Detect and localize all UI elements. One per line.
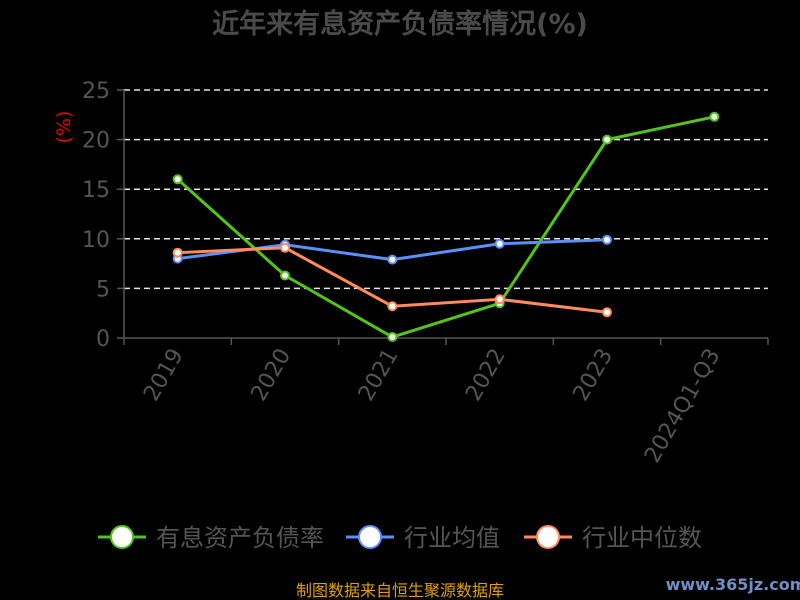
legend-swatch-marker: [110, 525, 134, 549]
legend-item-2[interactable]: 行业均值: [346, 524, 500, 552]
legend[interactable]: 有息资产负债率 行业均值 行业中位数: [98, 524, 702, 552]
y-tick-label: 5: [96, 277, 110, 302]
legend-item-3[interactable]: 行业中位数: [524, 524, 702, 552]
x-tick-label: 2022: [461, 344, 511, 405]
x-tick-label: 2020: [247, 345, 297, 406]
series-line-1: [176, 115, 715, 339]
axes: 0 5 10 15 20 25 2019 2020 2021 2022 2023 2024Q1-Q3: [82, 79, 769, 468]
y-tick-label: 25: [82, 79, 110, 104]
data-point: [602, 307, 612, 318]
data-point: [172, 174, 183, 185]
x-tick-label: 2024Q1-Q3: [640, 345, 725, 468]
y-tick-label: 20: [82, 129, 110, 154]
data-point: [709, 111, 720, 122]
data-point: [280, 242, 290, 253]
gridlines: [124, 89, 768, 290]
data-point: [494, 294, 505, 305]
data-point: [387, 301, 398, 312]
y-tick-label: 10: [82, 228, 110, 253]
legend-label: 行业均值: [404, 524, 500, 552]
data-point: [387, 332, 398, 343]
data-point: [602, 134, 612, 145]
x-tick-label: 2023: [569, 345, 619, 406]
series-lines: [172, 111, 720, 343]
chart-title: 近年来有息资产负债率情况(%): [212, 8, 588, 40]
x-tick-label: 2021: [354, 345, 404, 406]
y-tick-label: 15: [82, 178, 110, 203]
legend-swatch-marker: [536, 525, 560, 549]
legend-label: 行业中位数: [582, 524, 702, 552]
legend-item-1[interactable]: 有息资产负债率: [98, 524, 324, 552]
legend-label: 有息资产负债率: [156, 524, 324, 552]
x-tick-label: 2019: [139, 345, 189, 406]
data-point: [280, 270, 290, 281]
data-point: [494, 238, 505, 249]
legend-swatch-marker: [358, 525, 382, 549]
y-tick-label: 0: [96, 327, 110, 352]
data-source-footer: 制图数据来自恒生聚源数据库: [296, 581, 504, 600]
data-point: [172, 247, 183, 258]
y-axis-unit-label: (%): [53, 111, 75, 144]
data-point: [387, 254, 398, 265]
site-watermark: www.365jz.com: [666, 575, 800, 594]
data-point: [602, 234, 612, 245]
